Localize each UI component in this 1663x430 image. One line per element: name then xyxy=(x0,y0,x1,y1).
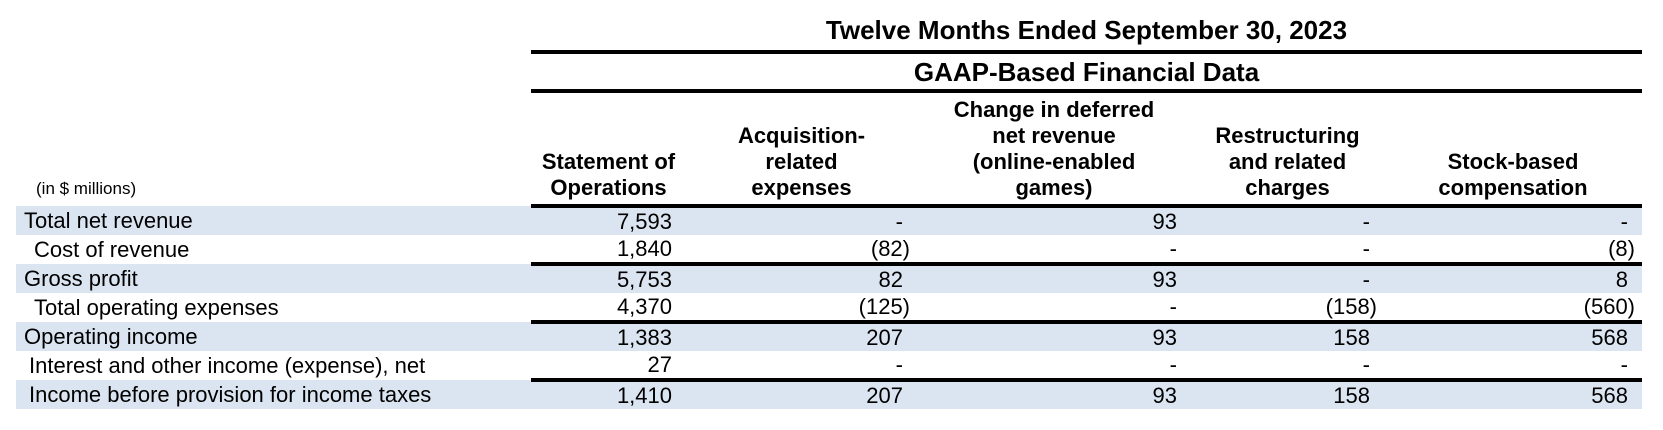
table-cell: 7,593 xyxy=(531,206,686,235)
table-cell: - xyxy=(917,235,1191,266)
table-cell: 568 xyxy=(1384,380,1642,409)
row-label: Total net revenue xyxy=(16,206,531,235)
table-cell: - xyxy=(686,206,917,235)
table-cell: 1,410 xyxy=(531,380,686,409)
gaap-financial-table: (in $ millions) Statement of Operations … xyxy=(16,93,1642,409)
table-cell: - xyxy=(1191,351,1384,382)
table-cell: 207 xyxy=(686,380,917,409)
table-cell: 93 xyxy=(917,206,1191,235)
table-cell: 93 xyxy=(917,264,1191,293)
table-cell: - xyxy=(1191,206,1384,235)
table-cell: - xyxy=(1191,264,1384,293)
table-cell: 27 xyxy=(531,351,686,382)
table-cell: 207 xyxy=(686,322,917,351)
table-cell: (125) xyxy=(686,293,917,324)
table-row-total-operating-expenses: Total operating expenses 4,370 (125) - (… xyxy=(16,293,1642,324)
table-row-interest-and-other-income-net: Interest and other income (expense), net… xyxy=(16,351,1642,382)
row-label: Interest and other income (expense), net xyxy=(29,353,426,378)
table-row-total-net-revenue: Total net revenue 7,593 - 93 - - xyxy=(16,206,1642,235)
table-cell: 158 xyxy=(1191,380,1384,409)
table-cell: 5,753 xyxy=(531,264,686,293)
table-cell: 4,370 xyxy=(531,293,686,324)
table-row-income-before-provision-for-income-taxes: Income before provision for income taxes… xyxy=(16,380,1642,409)
table-titles: Twelve Months Ended September 30, 2023 G… xyxy=(531,14,1642,93)
table-cell: - xyxy=(1191,235,1384,266)
table-cell: 8 xyxy=(1384,264,1642,293)
table-cell: (8) xyxy=(1384,235,1642,266)
table-cell: 1,383 xyxy=(531,322,686,351)
table-cell: - xyxy=(917,293,1191,324)
table-cell: 82 xyxy=(686,264,917,293)
table-row-operating-income: Operating income 1,383 207 93 158 568 xyxy=(16,322,1642,351)
row-label: Gross profit xyxy=(16,264,531,293)
table-cell: (82) xyxy=(686,235,917,266)
column-header-change-in-deferred-net-revenue: Change in deferred net revenue (online-e… xyxy=(917,93,1191,208)
table-cell: (560) xyxy=(1384,293,1642,324)
table-row-gross-profit: Gross profit 5,753 82 93 - 8 xyxy=(16,264,1642,293)
header-row: (in $ millions) Statement of Operations … xyxy=(16,93,1642,208)
table-cell: - xyxy=(1384,351,1642,382)
table-cell: 93 xyxy=(917,380,1191,409)
column-header-acquisition-related-expenses: Acquisition- related expenses xyxy=(686,93,917,208)
table-cell: - xyxy=(1384,206,1642,235)
period-title: Twelve Months Ended September 30, 2023 xyxy=(531,14,1642,54)
table-cell: 568 xyxy=(1384,322,1642,351)
financial-table-sheet: Twelve Months Ended September 30, 2023 G… xyxy=(16,14,1642,409)
table-cell: - xyxy=(917,351,1191,382)
column-header-stock-based-compensation: Stock-based compensation xyxy=(1384,93,1642,208)
column-header-restructuring-and-related-charges: Restructuring and related charges xyxy=(1191,93,1384,208)
column-header-statement-of-operations: Statement of Operations xyxy=(531,93,686,208)
units-note: (in $ millions) xyxy=(36,179,137,198)
table-cell: (158) xyxy=(1191,293,1384,324)
table-row-cost-of-revenue: Cost of revenue 1,840 (82) - - (8) xyxy=(16,235,1642,266)
table-cell: 1,840 xyxy=(531,235,686,266)
row-label: Cost of revenue xyxy=(34,237,190,262)
table-cell: 158 xyxy=(1191,322,1384,351)
row-label: Operating income xyxy=(16,322,531,351)
data-title: GAAP-Based Financial Data xyxy=(531,54,1642,93)
table-cell: 93 xyxy=(917,322,1191,351)
row-label: Income before provision for income taxes xyxy=(16,380,531,409)
row-label: Total operating expenses xyxy=(34,295,279,320)
table-cell: - xyxy=(686,351,917,382)
